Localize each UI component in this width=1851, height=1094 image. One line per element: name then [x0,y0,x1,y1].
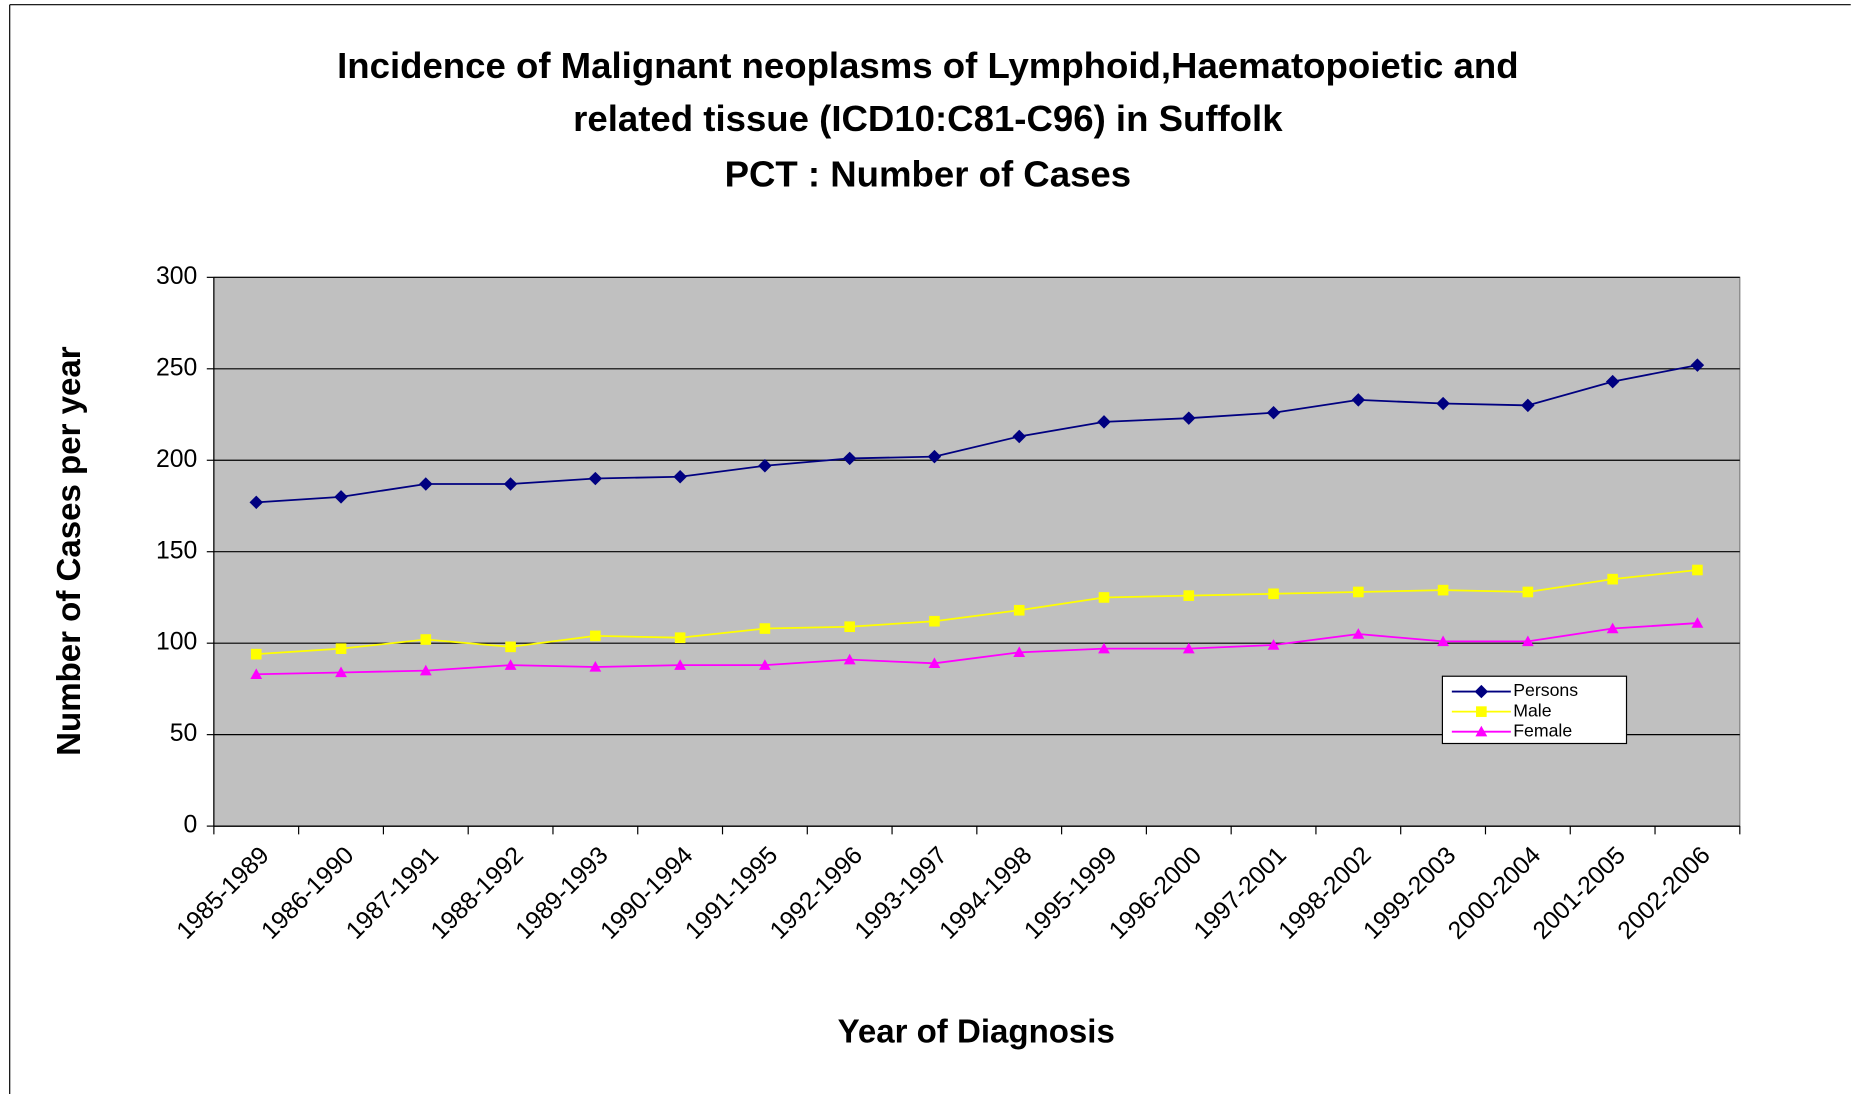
marker [927,449,942,464]
legend-label: Persons [1513,680,1578,700]
marker [1692,564,1703,576]
x-axis-title: Year of Diagnosis [838,1014,1115,1051]
legend-label: Male [1513,700,1552,720]
marker [1268,588,1279,600]
marker [420,634,432,645]
y-tick-label: 200 [156,446,197,473]
legend-marker [1476,706,1487,717]
marker [1437,635,1449,647]
y-tick-label: 0 [184,812,198,839]
marker [1097,415,1111,429]
marker [1098,592,1110,603]
marker [1182,642,1195,654]
marker [1690,358,1705,372]
marker [1266,405,1281,420]
marker [759,659,771,670]
y-axis-title: Number of Cases per year [51,346,88,756]
y-tick-label: 100 [156,629,197,656]
chart-title: PCT : Number of Cases [725,154,1132,195]
marker [1521,635,1534,647]
marker [1098,642,1110,654]
marker [1606,622,1619,634]
marker [250,648,262,660]
chart-title: Incidence of Malignant neoplasms of Lymp… [337,45,1519,86]
marker [1353,586,1364,598]
marker [1521,398,1535,413]
series-line [256,622,1698,676]
marker [1013,604,1025,616]
marker [250,668,263,679]
marker [758,459,772,473]
marker [1012,429,1026,444]
y-tick-label: 50 [170,720,198,747]
marker [673,469,687,484]
marker [249,495,263,510]
marker [1522,586,1534,598]
marker [505,641,516,653]
legend-marker [1474,684,1489,699]
marker [1183,590,1195,601]
marker [335,666,347,678]
marker [1437,584,1449,596]
marker [1352,628,1365,639]
marker [1267,639,1280,650]
series-line [256,364,1698,504]
marker [842,451,857,466]
marker [843,653,856,665]
marker [1013,646,1026,658]
marker [589,661,602,672]
marker [334,490,348,504]
y-tick-label: 250 [156,354,197,381]
legend-label: Female [1513,720,1572,740]
marker [674,632,686,644]
marker [590,630,601,642]
x-tick-label: 2002-2006 [1613,842,1716,945]
chart-title: related tissue (ICD10:C81-C96) in Suffol… [573,98,1283,139]
marker [1605,374,1620,389]
marker [674,659,687,670]
y-tick-label: 300 [156,263,197,290]
marker [335,643,347,654]
marker [929,615,940,627]
marker [1607,573,1618,585]
series-line [256,569,1698,656]
marker [588,471,603,486]
marker [844,621,855,633]
marker [1691,617,1704,628]
legend-marker [1475,725,1488,737]
marker [419,477,433,491]
marker [1182,411,1196,425]
marker [419,664,432,676]
marker [928,657,941,669]
y-tick-label: 150 [156,537,197,564]
marker [503,477,518,491]
marker [759,623,771,634]
marker [504,659,517,670]
marker [1436,396,1450,411]
marker [1351,393,1366,407]
